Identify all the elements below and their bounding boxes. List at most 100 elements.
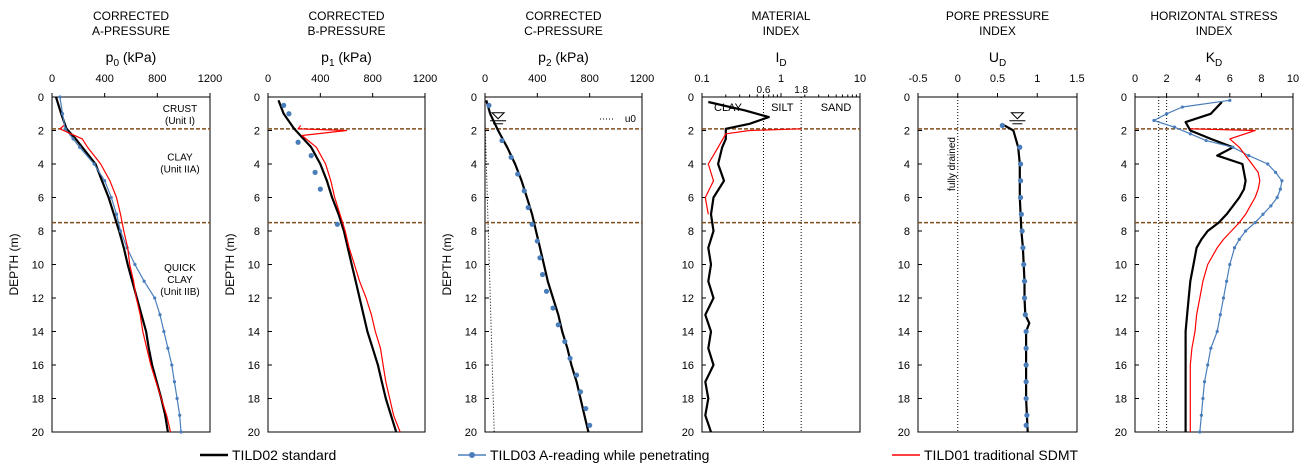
- series-tild03-point: [142, 279, 146, 283]
- series-tild03-point: [1218, 313, 1222, 317]
- series-tild03-point: [521, 188, 527, 194]
- x-tick-label: 400: [528, 73, 546, 85]
- series-tild03-point: [1232, 246, 1237, 250]
- legend-tild03-label: TILD03 A-reading while penetrating: [490, 447, 710, 463]
- y-tick-label: 8: [254, 226, 260, 238]
- y-tick-label: 10: [32, 260, 44, 272]
- series-tild03-point: [78, 145, 82, 149]
- y-tick-label: 14: [32, 327, 44, 339]
- series-tild03-point: [58, 95, 62, 99]
- series-tild03-point: [508, 154, 514, 160]
- y-axis-label: DEPTH (m): [223, 234, 237, 296]
- x-tick-label: 1.5: [1069, 73, 1084, 85]
- y-tick-label: 6: [688, 193, 694, 205]
- series-tild03-point: [166, 346, 170, 350]
- series-tild03-point: [1023, 395, 1029, 402]
- series-tild03-point: [539, 271, 546, 278]
- series-tild01-line: [297, 125, 401, 433]
- y-tick-label: 12: [32, 293, 44, 305]
- y-tick-label: 4: [904, 159, 910, 171]
- x-tick-label: 2: [1164, 73, 1170, 85]
- legend-tild01-swatch: [892, 454, 920, 456]
- x-tick-label: -0.5: [909, 73, 928, 85]
- y-tick-label: 6: [471, 193, 477, 205]
- x-tick-label: 400: [311, 73, 329, 85]
- panel-title: INDEX: [763, 24, 800, 38]
- series-tild03-point: [537, 255, 543, 261]
- series-tild03-point: [118, 229, 123, 233]
- series-tild03-point: [1017, 161, 1024, 167]
- series-tild03-point: [1020, 245, 1026, 251]
- series-tild03-point: [312, 169, 318, 175]
- y-tick-label: 16: [1115, 360, 1127, 372]
- series-tild03-point: [1225, 279, 1229, 283]
- y-tick-label: 8: [688, 226, 694, 238]
- series-tild02-line: [277, 99, 398, 433]
- series-tild03-point: [63, 127, 67, 131]
- plot-frame: [917, 96, 1078, 433]
- series-tild03-point: [178, 413, 182, 417]
- y-tick-label: 4: [254, 159, 260, 171]
- legend-tild02-label: TILD02 standard: [232, 447, 337, 463]
- series-tild03-point: [170, 363, 174, 367]
- y-tick-label: 2: [904, 126, 910, 138]
- y-tick-label: 14: [465, 327, 477, 339]
- series-tild03-point: [286, 111, 292, 117]
- series-tild03-point: [317, 186, 323, 192]
- x-tick-label: 8: [1258, 73, 1264, 85]
- y-tick-label: 8: [904, 226, 910, 238]
- legend-tild02: TILD02 standard: [200, 447, 336, 463]
- series-tild03-point: [1278, 187, 1282, 191]
- series-tild03-point: [109, 195, 113, 200]
- y-tick-label: 12: [248, 293, 260, 305]
- y-tick-label: 12: [898, 293, 910, 305]
- series-tild03-point: [1247, 154, 1251, 158]
- y-tick-label: 18: [248, 394, 260, 406]
- y-tick-label: 10: [1115, 260, 1127, 272]
- x-axis-label: p2 (kPa): [538, 49, 589, 69]
- y-tick-label: 0: [904, 92, 910, 104]
- series-tild03-point: [1261, 212, 1265, 216]
- y-tick-label: 6: [38, 193, 44, 205]
- y-tick-label: 0: [688, 92, 694, 104]
- series-tild03-point: [1199, 413, 1203, 417]
- series-tild03-point: [515, 171, 521, 177]
- y-tick-label: 10: [682, 260, 694, 272]
- series-tild02-line: [1000, 122, 1031, 433]
- legend-tild03: TILD03 A-reading while penetrating: [458, 447, 709, 463]
- x-tick-label: 1200: [630, 73, 654, 85]
- series-tild03-point: [1018, 211, 1024, 217]
- unit-label: QUICK: [164, 263, 196, 274]
- series-tild03-point: [1201, 396, 1205, 401]
- zone-label: SILT: [771, 102, 794, 114]
- series-tild03-point: [1017, 144, 1023, 150]
- x-axis-label: p0 (kPa): [106, 49, 157, 69]
- x-extra-tick-label: 0.6: [757, 85, 771, 96]
- series-tild03-line: [1153, 99, 1283, 433]
- y-tick-label: 16: [898, 360, 910, 372]
- panel-title: INDEX: [1196, 24, 1233, 38]
- y-tick-label: 8: [1121, 226, 1127, 238]
- plot-frame: [484, 96, 643, 433]
- y-tick-label: 12: [1115, 293, 1127, 305]
- series-tild03-point: [1280, 179, 1284, 183]
- series-tild03-point: [1215, 329, 1219, 334]
- x-tick-label: 1: [778, 73, 784, 85]
- y-tick-label: 8: [38, 226, 44, 238]
- y-tick-label: 14: [248, 327, 260, 339]
- series-tild03-point: [1023, 379, 1029, 385]
- series-tild03-point: [1275, 195, 1279, 200]
- series-tild03-point: [60, 112, 65, 116]
- y-tick-label: 6: [1121, 193, 1127, 205]
- unit-label: (Unit I): [165, 116, 195, 127]
- series-tild03-point: [114, 212, 119, 216]
- series-tild03-point: [1172, 125, 1177, 129]
- x-axis-label: p1 (kPa): [321, 49, 372, 69]
- x-axis-label: UD: [989, 49, 1006, 69]
- y-tick-label: 2: [254, 126, 260, 138]
- series-tild01-line: [59, 125, 172, 433]
- series-tild03-point: [573, 372, 580, 378]
- series-tild02-line: [704, 100, 770, 433]
